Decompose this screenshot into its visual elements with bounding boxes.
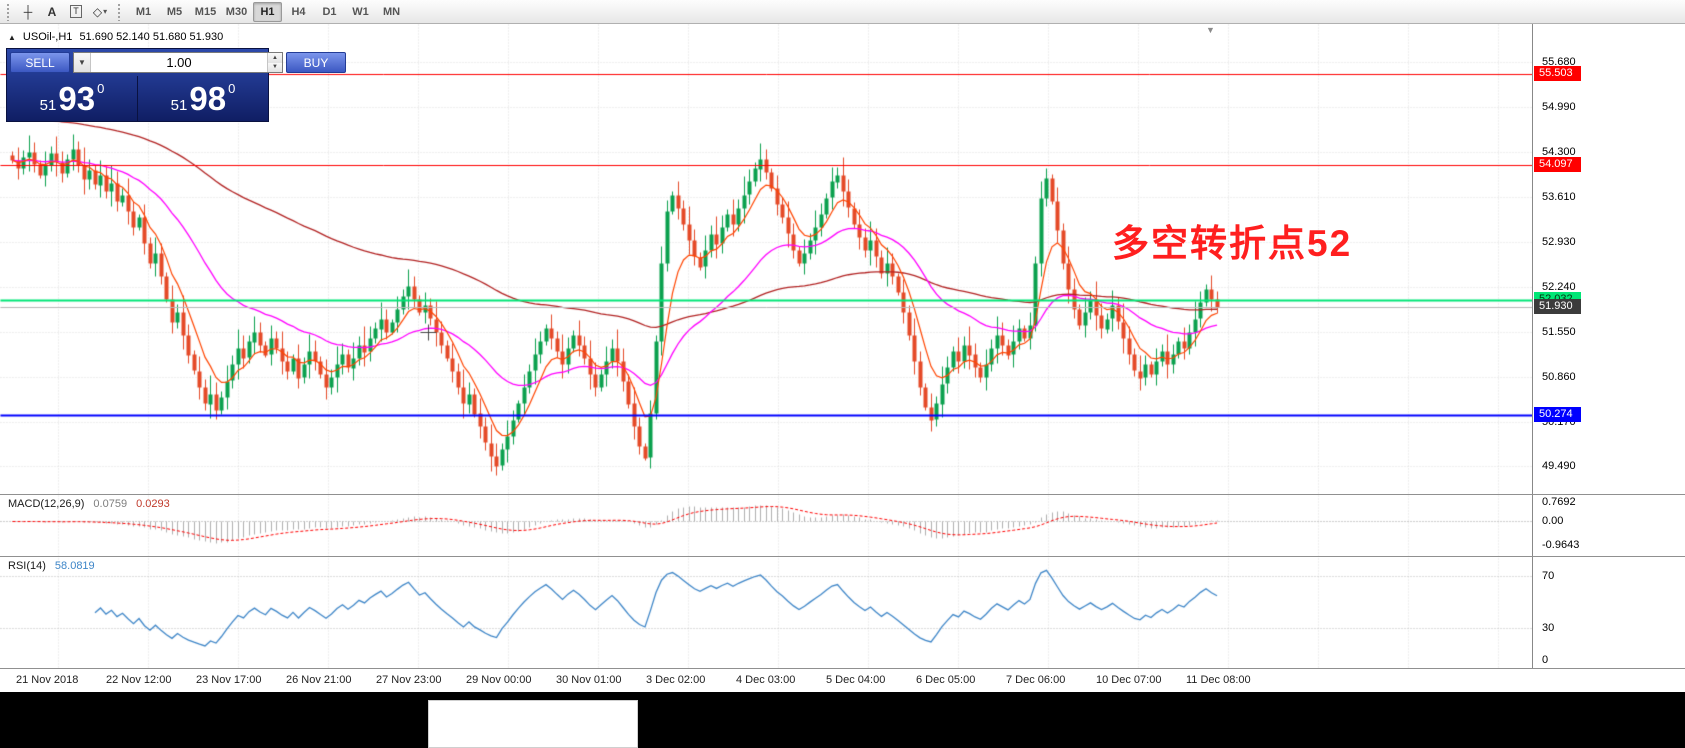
price-level-badge: 51.930 — [1534, 299, 1581, 314]
chevron-down-icon: ▾ — [103, 7, 108, 16]
macd-tick: -0.9643 — [1542, 539, 1580, 551]
macd-name: MACD(12,26,9) — [8, 498, 85, 510]
time-tick: 23 Nov 17:00 — [196, 674, 262, 686]
rsi-label: RSI(14) 58.0819 — [8, 560, 95, 572]
time-tick: 10 Dec 07:00 — [1096, 674, 1162, 686]
time-tick: 7 Dec 06:00 — [1006, 674, 1066, 686]
price-tick: 50.860 — [1542, 371, 1576, 383]
toolbar: ┼ A T ◇ ▾ M1 M5 M15 M30 H1 H4 D1 W1 MN — [0, 0, 1685, 24]
time-tick: 5 Dec 04:00 — [826, 674, 886, 686]
time-tick: 3 Dec 02:00 — [646, 674, 706, 686]
timeframe-button-h4[interactable]: H4 — [291, 5, 306, 18]
chart-shift-marker-icon: ▼ — [1206, 25, 1215, 35]
text-label-tool-icon[interactable]: T — [65, 2, 87, 22]
price-tick: 49.490 — [1542, 460, 1576, 472]
text-tool-icon[interactable]: A — [47, 4, 57, 19]
time-axis-separator — [0, 668, 1685, 669]
time-tick: 6 Dec 05:00 — [916, 674, 976, 686]
volume-spinner[interactable]: ▲ ▼ — [267, 53, 282, 72]
symbol-ohlc-line: ▲ USOil-,H1 51.690 52.140 51.680 51.930 — [8, 31, 223, 43]
spin-down-icon[interactable]: ▼ — [268, 62, 282, 72]
time-axis[interactable]: 21 Nov 2018 22 Nov 12:00 23 Nov 17:00 26 No… — [0, 669, 1685, 692]
timeframe-button-m1[interactable]: M1 — [135, 5, 152, 18]
rsi-name: RSI(14) — [8, 560, 46, 572]
price-tick: 55.680 — [1542, 56, 1576, 68]
timeframe-button-w1[interactable]: W1 — [352, 5, 369, 18]
macd-signal-value: 0.0293 — [136, 498, 170, 510]
timeframe-button-d1[interactable]: D1 — [322, 5, 337, 18]
spin-up-icon[interactable]: ▲ — [268, 53, 282, 63]
sell-button[interactable]: SELL — [10, 52, 70, 73]
chart-annotation: 多空转折点52 — [1112, 223, 1353, 264]
shapes-tool-icon[interactable]: ◇ ▾ — [92, 4, 108, 19]
sell-price[interactable]: 51 93 0 — [39, 79, 105, 117]
price-level-badge: 55.503 — [1534, 66, 1581, 81]
price-tick: 53.610 — [1542, 191, 1576, 203]
timeframe-button-mn[interactable]: MN — [382, 5, 401, 18]
time-tick: 26 Nov 21:00 — [286, 674, 352, 686]
rsi-value: 58.0819 — [54, 560, 95, 572]
symbol-name: USOil-,H1 — [22, 31, 73, 43]
ohlc-values: 51.690 52.140 51.680 51.930 — [79, 31, 224, 43]
macd-panel-splitter[interactable] — [0, 494, 1685, 495]
price-axis[interactable]: 55.680 54.990 54.300 53.610 52.930 52.240 51.5… — [1532, 24, 1685, 669]
macd-label: MACD(12,26,9) 0.0759 0.0293 — [8, 498, 170, 510]
rsi-panel-splitter[interactable] — [0, 556, 1685, 557]
timeframe-button-m30[interactable]: M30 — [225, 5, 248, 18]
one-click-trading-panel: SELL ▼ ▲ ▼ BUY 51 93 0 51 98 0 — [6, 48, 346, 122]
macd-tick: 0.00 — [1542, 515, 1564, 527]
price-level-badge: 54.097 — [1534, 157, 1581, 172]
price-tick: 51.550 — [1542, 326, 1576, 338]
buy-button[interactable]: BUY — [286, 52, 346, 73]
volume-dropdown-icon[interactable]: ▼ — [74, 53, 91, 72]
timeframe-button-group: M1 M5 M15 M30 H1 H4 D1 W1 MN — [128, 1, 407, 22]
price-tick: 54.300 — [1542, 146, 1576, 158]
crosshair-icon[interactable]: ┼ — [23, 4, 33, 19]
trade-panel-controls: SELL ▼ ▲ ▼ BUY — [7, 49, 346, 76]
time-tick: 21 Nov 2018 — [16, 674, 79, 686]
rsi-tick: 30 — [1542, 622, 1555, 634]
price-chart-canvas[interactable] — [0, 24, 1532, 669]
toolbar-gripper[interactable] — [6, 2, 11, 21]
bottom-window-fragment — [428, 700, 638, 748]
time-tick: 4 Dec 03:00 — [736, 674, 796, 686]
timeframe-button-m5[interactable]: M5 — [166, 5, 183, 18]
macd-main-value: 0.0759 — [93, 498, 128, 510]
time-tick: 30 Nov 01:00 — [556, 674, 622, 686]
symbol-marker-icon: ▲ — [8, 32, 16, 42]
toolbar-gripper[interactable] — [117, 2, 122, 21]
time-tick: 27 Nov 23:00 — [376, 674, 442, 686]
price-tick: 52.240 — [1542, 281, 1576, 293]
time-tick: 29 Nov 00:00 — [466, 674, 532, 686]
price-tick: 52.930 — [1542, 236, 1576, 248]
timeframe-button-m15[interactable]: M15 — [194, 5, 217, 18]
buy-price[interactable]: 51 98 0 — [137, 76, 268, 121]
time-tick: 22 Nov 12:00 — [106, 674, 172, 686]
timeframe-button-h1[interactable]: H1 — [253, 1, 282, 22]
volume-input[interactable] — [91, 53, 267, 72]
price-level-badge: 50.274 — [1534, 407, 1581, 422]
trade-panel-prices: 51 93 0 51 98 0 — [7, 76, 268, 121]
macd-tick: 0.7692 — [1542, 496, 1576, 508]
volume-field-wrap: ▼ ▲ ▼ — [73, 52, 283, 73]
rsi-tick: 0 — [1542, 654, 1549, 666]
bottom-bar — [0, 692, 1685, 748]
price-tick: 54.990 — [1542, 101, 1576, 113]
rsi-tick: 70 — [1542, 570, 1555, 582]
time-tick: 11 Dec 08:00 — [1186, 674, 1251, 686]
